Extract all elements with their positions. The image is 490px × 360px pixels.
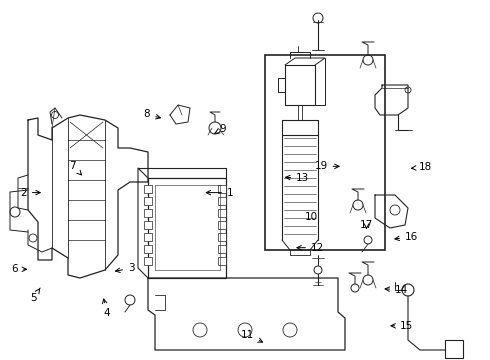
Bar bbox=[144, 185, 152, 193]
Text: 12: 12 bbox=[297, 243, 324, 253]
Text: 11: 11 bbox=[241, 330, 263, 342]
Bar bbox=[144, 221, 152, 229]
Bar bbox=[148, 178, 226, 278]
Text: 16: 16 bbox=[395, 232, 418, 242]
Bar bbox=[144, 245, 152, 253]
Text: 5: 5 bbox=[30, 288, 40, 303]
Text: 15: 15 bbox=[391, 321, 414, 331]
Bar bbox=[144, 257, 152, 265]
Text: 19: 19 bbox=[314, 161, 339, 171]
Text: 2: 2 bbox=[20, 188, 40, 198]
Text: 3: 3 bbox=[116, 263, 135, 273]
Bar bbox=[218, 233, 226, 241]
Bar bbox=[265, 55, 385, 250]
Text: 9: 9 bbox=[215, 124, 226, 134]
Bar bbox=[218, 197, 226, 205]
Text: 13: 13 bbox=[286, 173, 310, 183]
Bar bbox=[218, 245, 226, 253]
Text: 17: 17 bbox=[360, 220, 373, 230]
Bar bbox=[144, 233, 152, 241]
Bar bbox=[144, 209, 152, 217]
Bar bbox=[144, 197, 152, 205]
Text: 4: 4 bbox=[102, 299, 110, 318]
Text: 18: 18 bbox=[412, 162, 432, 172]
Text: 7: 7 bbox=[69, 161, 81, 175]
Text: 14: 14 bbox=[385, 285, 409, 295]
Text: 6: 6 bbox=[11, 264, 26, 274]
Text: 1: 1 bbox=[206, 188, 234, 198]
Text: 10: 10 bbox=[305, 212, 318, 222]
Bar bbox=[218, 257, 226, 265]
Bar bbox=[218, 185, 226, 193]
Text: 8: 8 bbox=[144, 109, 160, 120]
Bar bbox=[218, 221, 226, 229]
Bar bbox=[445, 340, 463, 358]
Bar bbox=[218, 209, 226, 217]
